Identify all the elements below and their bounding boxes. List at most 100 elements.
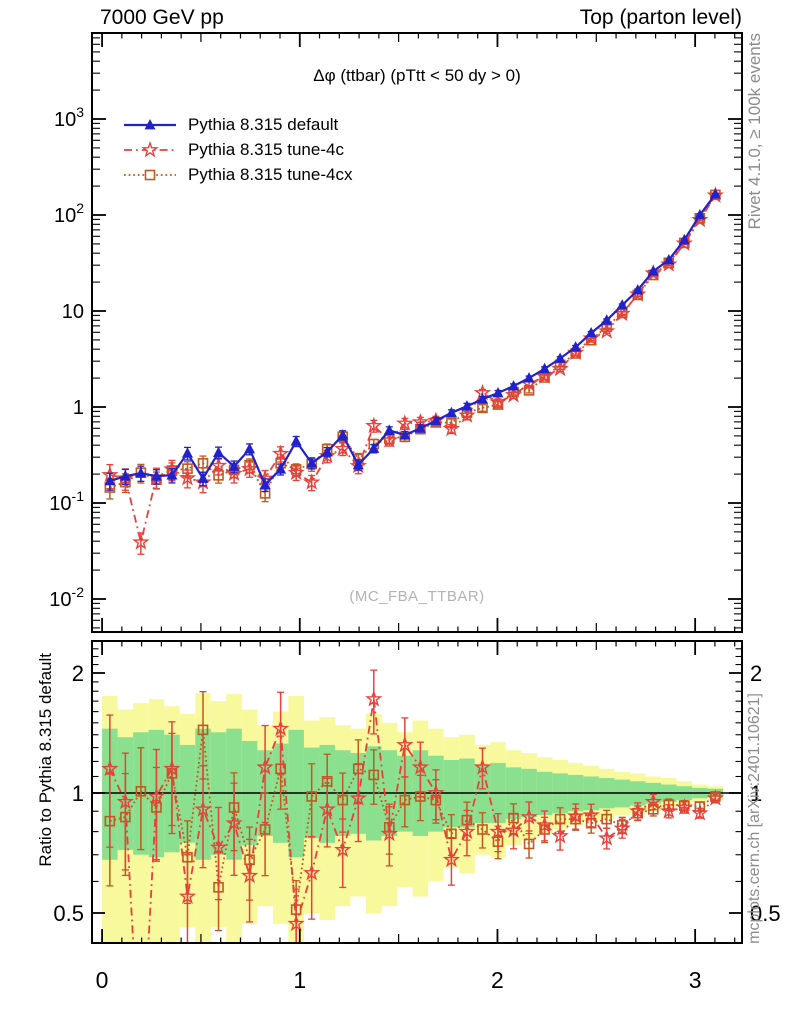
triangle-marker-icon	[213, 446, 225, 457]
star-marker-icon	[163, 759, 181, 777]
star-marker-icon	[271, 444, 290, 462]
star-marker-icon	[427, 783, 445, 801]
star-marker-icon	[380, 431, 398, 448]
triangle-marker-icon	[570, 341, 582, 352]
star-marker-icon	[489, 822, 507, 840]
x-tick-label: 3	[689, 967, 702, 993]
star-marker-icon	[629, 285, 647, 302]
ratio-y-tick-label-right: 2	[750, 661, 762, 686]
star-marker-icon	[458, 406, 476, 423]
square-marker-icon	[306, 791, 317, 802]
star-marker-icon	[442, 419, 461, 437]
triangle-marker-icon	[275, 463, 287, 474]
triangle-marker-icon	[461, 400, 473, 411]
square-marker-icon	[399, 794, 411, 806]
mcplots-reference-note: mcplots.cern.ch [arXiv:2401.10621]	[746, 693, 763, 944]
ratio-y-tick-label-left: 2	[72, 661, 84, 686]
star-marker-icon	[132, 533, 150, 550]
star-marker-icon	[225, 464, 243, 482]
square-marker-icon	[368, 769, 380, 781]
ratio-y-tick-label-right: 0.5	[750, 901, 781, 926]
triangle-marker-icon	[709, 188, 721, 199]
star-marker-icon	[209, 838, 228, 855]
legend-marker-default-icon	[124, 118, 176, 129]
square-marker-icon	[197, 724, 209, 736]
triangle-marker-icon	[181, 447, 193, 458]
legend-marker-tune4cx-icon	[124, 169, 176, 180]
rivet-version-note: Rivet 4.1.0, ≥ 100k events	[745, 33, 764, 230]
star-marker-icon	[396, 414, 414, 431]
star-marker-icon	[240, 866, 259, 884]
star-marker-icon	[116, 792, 135, 810]
series-tune4c	[101, 186, 724, 555]
star-marker-icon	[256, 758, 274, 775]
process-label: Top (parton level)	[579, 6, 742, 29]
triangle-marker-icon	[585, 326, 597, 338]
triangle-marker-icon	[383, 424, 395, 435]
star-marker-icon	[644, 264, 662, 281]
square-marker-icon	[135, 785, 147, 797]
triangle-marker-icon	[523, 372, 535, 383]
star-marker-icon	[178, 887, 197, 904]
star-marker-icon	[380, 824, 398, 842]
star-marker-icon	[302, 473, 321, 490]
legend-label-default: Pythia 8.315 default	[188, 114, 339, 134]
star-marker-icon	[489, 393, 507, 410]
star-marker-icon	[551, 359, 569, 377]
triangle-marker-icon	[135, 467, 147, 478]
star-marker-icon	[225, 814, 243, 831]
star-marker-icon	[706, 789, 725, 806]
star-marker-icon	[644, 792, 662, 810]
star-marker-icon	[566, 806, 585, 824]
main-y-tick-label: 102	[54, 200, 84, 227]
star-marker-icon	[691, 210, 709, 228]
square-marker-icon	[477, 824, 488, 835]
triangle-marker-icon	[104, 474, 116, 486]
main-y-tick-label: 10-2	[49, 584, 84, 611]
series-tune4cx	[104, 189, 721, 503]
main-y-tick-label: 1	[73, 397, 84, 419]
star-marker-icon	[303, 863, 321, 881]
ratio-y-tick-label-right: 1	[750, 781, 762, 806]
triangle-marker-icon	[259, 478, 271, 490]
triangle-marker-icon	[290, 435, 302, 446]
star-marker-icon	[660, 255, 678, 272]
star-marker-icon	[178, 468, 197, 486]
triangle-marker-icon	[228, 460, 240, 471]
legend: Pythia 8.315 default Pythia 8.315 tune-4…	[122, 112, 352, 187]
star-marker-icon	[629, 802, 647, 819]
triangle-marker-icon	[678, 233, 690, 245]
triangle-marker-icon	[150, 470, 162, 481]
ratio-axis-label: Ratio to Pythia 8.315 default	[36, 653, 55, 867]
star-marker-icon	[442, 850, 461, 868]
star-marker-icon	[598, 322, 616, 339]
star-marker-icon	[691, 804, 709, 821]
main-y-tick-label: 103	[54, 104, 84, 131]
star-marker-icon	[365, 689, 383, 707]
star-marker-icon	[318, 800, 336, 817]
star-marker-icon	[349, 789, 367, 806]
triangle-marker-icon	[306, 457, 318, 468]
star-marker-icon	[597, 829, 616, 846]
triangle-marker-icon	[554, 352, 566, 363]
triangle-marker-icon	[414, 422, 426, 433]
star-marker-icon	[473, 758, 492, 775]
square-marker-icon	[259, 824, 271, 835]
x-tick-label: 1	[293, 967, 306, 993]
star-marker-icon	[101, 759, 119, 777]
star-marker-icon	[520, 807, 538, 825]
triangle-marker-icon	[337, 429, 349, 440]
star-marker-icon	[535, 816, 554, 833]
triangle-marker-icon	[430, 414, 442, 426]
triangle-marker-icon	[166, 469, 178, 480]
legend-label-tune4c: Pythia 8.315 tune-4c	[188, 139, 344, 159]
legend-item-tune4c: Pythia 8.315 tune-4c	[122, 137, 352, 162]
analysis-watermark: (MC_FBA_TTBAR)	[349, 588, 485, 605]
triangle-marker-icon	[321, 445, 333, 457]
main-y-tick-label: 10	[62, 301, 84, 323]
star-marker-icon	[147, 787, 166, 804]
legend-item-default: Pythia 8.315 default	[122, 112, 352, 137]
